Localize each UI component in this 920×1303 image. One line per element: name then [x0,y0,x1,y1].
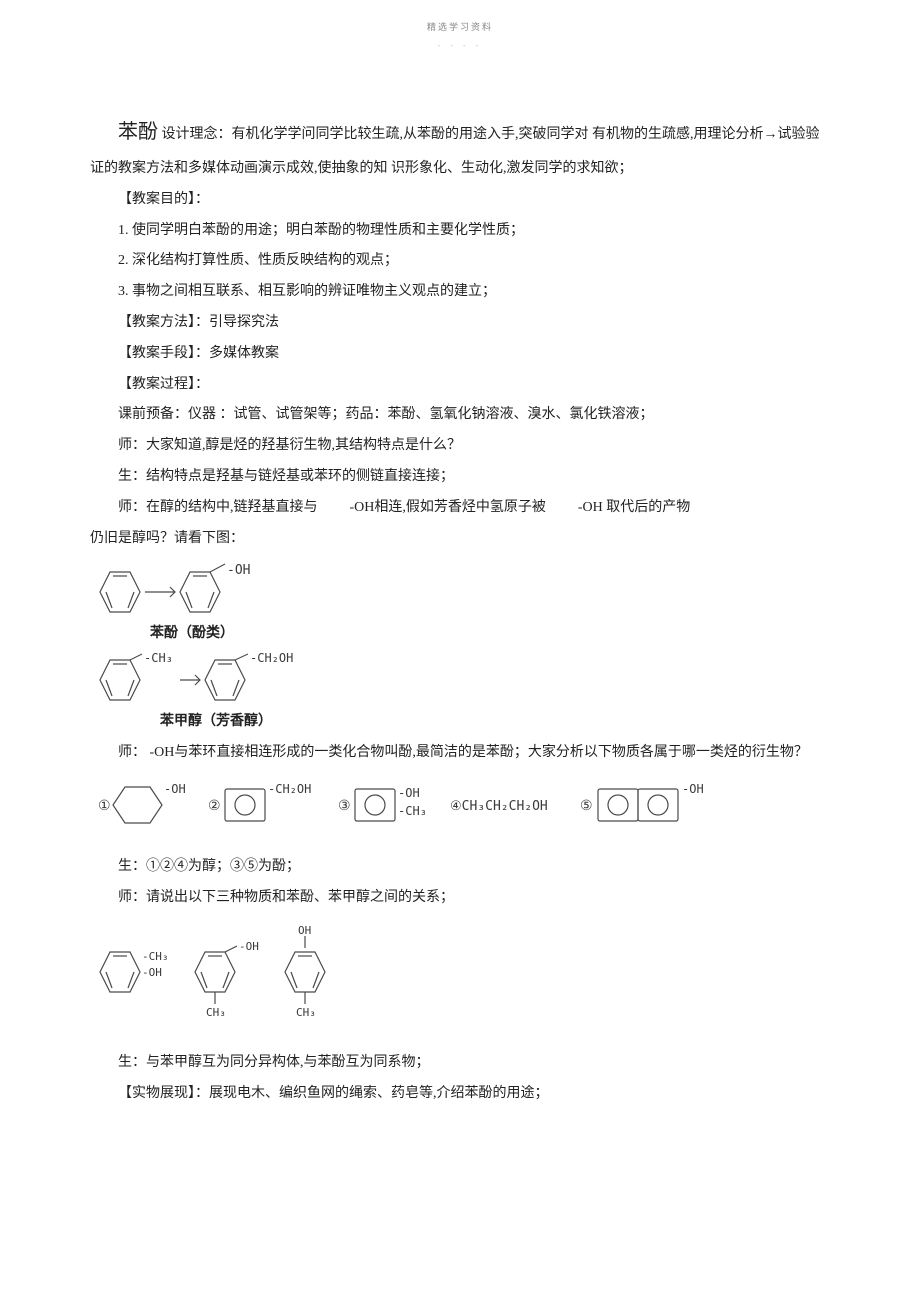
means-heading: 【教案手段】：多媒体教案 [90,339,830,370]
svg-text:②: ② [208,799,221,814]
goal-1: 1. 使同学明白苯酚的用途；明白苯酚的物理性质和主要化学性质； [90,216,830,247]
svg-text:-CH₃: -CH₃ [398,804,427,818]
student-a1: 生：结构特点是羟基与链烃基或苯环的侧链直接连接； [90,462,830,493]
student-a2: 生：①②④为醇；③⑤为酚； [90,852,830,883]
svg-text:-CH₂OH: -CH₂OH [268,782,311,796]
svg-text:CH₃: CH₃ [206,1006,226,1019]
teacher-q4: 师：请说出以下三种物质和苯酚、苯甲醇之间的关系； [90,883,830,914]
svg-text:OH: OH [298,924,311,937]
goal-heading: 【教案目的】： [90,185,830,216]
svg-text:④CH₃CH₂CH₂OH: ④CH₃CH₂CH₂OH [450,799,548,814]
svg-text:⑤: ⑤ [580,799,593,814]
diagram-benzylalcohol-label: 苯甲醇（芳香醇） [160,710,830,730]
svg-text:-OH: -OH [239,940,259,953]
document-page: 精选学习资料 - - - - 苯酚 设计理念：有机化学学问同学比较生疏,从苯酚的… [0,0,920,1149]
t2-part-b: -OH相连,假如芳香烃中氢原子被 [350,500,546,515]
process-heading: 【教案过程】： [90,370,830,401]
diagram-benzylalcohol: -CH₃ -CH₂OH 苯甲醇（芳香醇） [90,650,830,730]
page-header-line2: - - - - [90,41,830,50]
svg-text:CH₃: CH₃ [296,1006,316,1019]
svg-text:③: ③ [338,799,351,814]
show-line: 【实物展现】：展现电木、编织鱼网的绳索、药皂等,介绍苯酚的用途； [90,1079,830,1110]
prep-line: 课前预备：仪器 ：试管、试管架等；药品：苯酚、氢氧化钠溶液、溴水、氯化铁溶液； [90,400,830,431]
svg-text:-OH: -OH [682,782,704,796]
svg-text:①: ① [98,799,111,814]
svg-text:-CH₃: -CH₃ [142,950,169,963]
teacher-q3: 师： -OH与苯环直接相连形成的一类化合物叫酚,最简洁的是苯酚；大家分析以下物质… [90,738,830,769]
svg-text:-OH: -OH [164,782,186,796]
svg-text:-OH: -OH [227,563,250,578]
goal-2: 2. 深化结构打算性质、性质反映结构的观点； [90,246,830,277]
page-header-line1: 精选学习资料 [90,20,830,33]
compound-row: ① -OH ② -CH₂OH ③ -OH -CH₃ ④CH₃CH₂CH₂OH [90,775,830,842]
svg-text:-CH₂OH: -CH₂OH [250,651,293,665]
teacher-q2-cont: 仍旧是醇吗？请看下图： [90,524,830,555]
diagram-phenol-label: 苯酚（酚类） [150,622,830,642]
title-big: 苯酚 [118,121,158,143]
goal-3: 3. 事物之间相互联系、相互影响的辨证唯物主义观点的建立； [90,277,830,308]
svg-text:-OH: -OH [398,786,420,800]
svg-text:-CH₃: -CH₃ [144,651,173,665]
teacher-q2: 师：在醇的结构中,链羟基直接与 -OH相连,假如芳香烃中氢原子被 -OH 取代后的产… [90,493,830,524]
svg-text:-OH: -OH [142,966,162,979]
intro-paragraph: 苯酚 设计理念：有机化学学问同学比较生疏,从苯酚的用途入手,突破同学对 有机物的… [90,110,830,185]
intro-text: 设计理念：有机化学学问同学比较生疏,从苯酚的用途入手,突破同学对 有机物的生疏感… [90,127,820,176]
method-heading: 【教案方法】：引导探究法 [90,308,830,339]
teacher-q1: 师：大家知道,醇是烃的羟基衍生物,其结构特点是什么？ [90,431,830,462]
t2-part-c: -OH 取代后的产物 [578,500,690,515]
diagram-phenol: -OH 苯酚（酚类） [90,562,830,642]
student-a3: 生：与苯甲醇互为同分异构体,与苯酚互为同系物； [90,1048,830,1079]
diagram-isomers: -CH₃ -OH -OH CH₃ OH [90,922,830,1022]
t2-part-a: 师：在醇的结构中,链羟基直接与 [118,500,318,515]
